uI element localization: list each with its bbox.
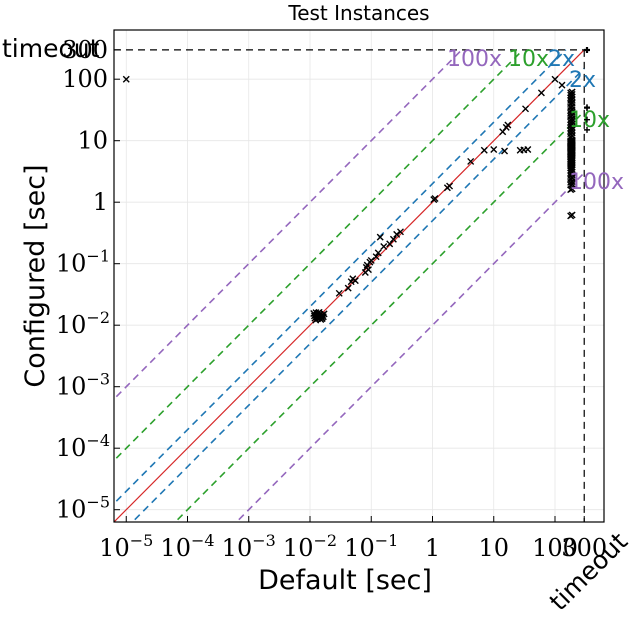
data-point: [568, 211, 576, 219]
data-point: [318, 315, 326, 323]
y-tick-label: 100: [62, 65, 108, 93]
chart-title: Test Instances: [287, 1, 429, 25]
axes: 10−5 10−4 10−3 10−2 10−1 1 10 10030010−510−410−…: [56, 36, 607, 562]
y-tick-label: 300: [62, 36, 108, 64]
plot-frame: [113, 29, 605, 523]
data-point: [393, 230, 401, 238]
data-point: [480, 146, 488, 154]
data-point: [501, 147, 509, 155]
data-point: [380, 243, 388, 251]
reference-line-upper: [114, 49, 524, 462]
data-point: [122, 75, 130, 83]
data-point: [376, 233, 384, 241]
data-point: [335, 289, 343, 297]
x-tick-label: 10−3: [222, 531, 276, 562]
x-axis-label: Default [sec]: [258, 565, 432, 596]
data-point: [320, 310, 328, 318]
grid: [114, 30, 604, 522]
y-axis-label: Configured [sec]: [20, 164, 51, 387]
reference-line-upper: [114, 49, 463, 401]
ratio-label-lower: 10x: [569, 108, 610, 133]
diagonal-line: [114, 49, 585, 522]
ratio-label-lower: 100x: [569, 170, 624, 195]
data-point: [558, 81, 566, 89]
x-tick-label: 10: [478, 534, 509, 562]
data-point: [389, 235, 397, 243]
ratio-label-upper: 10x: [508, 47, 549, 72]
data-point: [504, 121, 512, 129]
data-point: [374, 249, 382, 257]
reference-line-lower: [174, 110, 585, 522]
y-tick-label: 10−3: [56, 370, 110, 401]
timeout-point: [584, 116, 590, 123]
y-tick-label: 10: [77, 127, 108, 155]
data-point: [490, 145, 498, 153]
x-tick-label: 10−1: [344, 531, 398, 562]
x-tick-label: 1: [425, 534, 440, 562]
data-point: [431, 194, 439, 202]
data-point: [551, 75, 559, 83]
data-point: [467, 157, 475, 165]
data-point: [351, 277, 359, 285]
x-tick-label: 10−5: [99, 531, 153, 562]
x-tick-label: 10−2: [283, 531, 337, 562]
timeout-label-y: timeout: [2, 34, 100, 63]
data-point: [522, 105, 530, 113]
data-point: [310, 312, 318, 320]
y-tick-label: 10−4: [56, 431, 110, 462]
y-tick-label: 10−2: [56, 308, 110, 339]
x-tick-label: 300: [561, 534, 607, 562]
data-point: [372, 253, 380, 261]
data-point: [344, 284, 352, 292]
data-point: [568, 88, 576, 96]
y-tick-label: 10−5: [56, 493, 110, 524]
plot-area: [114, 49, 585, 522]
reference-line-lower: [131, 67, 585, 522]
timeout-point: [584, 105, 590, 111]
timeout-point: [584, 126, 590, 133]
timeout-point: [584, 47, 590, 53]
data-point: [315, 308, 323, 316]
data-point: [524, 145, 532, 153]
data-point: [446, 182, 454, 190]
reference-line-upper: [114, 49, 567, 505]
data-point: [396, 228, 404, 236]
data-point: [367, 256, 375, 264]
reference-line-lower: [235, 172, 585, 522]
x-tick-label: 100: [532, 534, 578, 562]
y-tick-label: 10−1: [56, 247, 110, 278]
data-point: [364, 266, 372, 274]
ratio-label-upper: 2x: [548, 47, 575, 72]
y-tick-label: 1: [93, 188, 108, 216]
x-tick-label: 10−4: [160, 531, 214, 562]
data-point: [537, 89, 545, 97]
ratio-label-lower: 2x: [569, 68, 596, 93]
data-point: [312, 316, 320, 324]
ratio-label-upper: 100x: [447, 47, 502, 72]
